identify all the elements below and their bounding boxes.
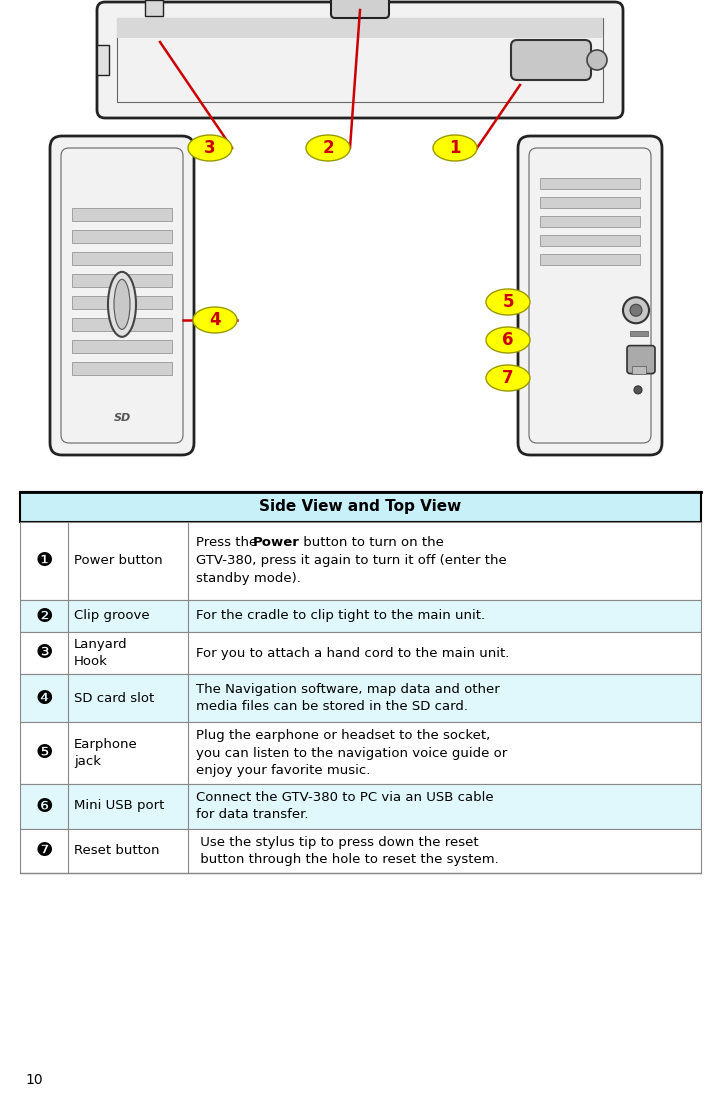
Text: Connect the GTV-380 to PC via an USB cable
for data transfer.: Connect the GTV-380 to PC via an USB cab… <box>196 791 494 821</box>
Bar <box>540 216 640 227</box>
Text: Side View and Top View: Side View and Top View <box>259 500 461 514</box>
Ellipse shape <box>114 279 130 329</box>
Bar <box>632 367 646 375</box>
FancyBboxPatch shape <box>511 40 591 80</box>
Text: 10: 10 <box>25 1073 43 1087</box>
Ellipse shape <box>486 365 530 391</box>
Text: button to turn on the: button to turn on the <box>299 536 444 548</box>
Bar <box>20 784 701 829</box>
Text: For you to attach a hand cord to the main unit.: For you to attach a hand cord to the mai… <box>196 646 509 659</box>
Bar <box>20 722 701 784</box>
Ellipse shape <box>188 135 232 161</box>
Bar <box>20 674 701 722</box>
Ellipse shape <box>486 289 530 315</box>
Ellipse shape <box>433 135 477 161</box>
Bar <box>72 230 172 243</box>
Text: For the cradle to clip tight to the main unit.: For the cradle to clip tight to the main… <box>196 609 485 623</box>
Text: Mini USB port: Mini USB port <box>74 800 164 812</box>
Ellipse shape <box>486 327 530 353</box>
Text: Lanyard
Hook: Lanyard Hook <box>74 638 128 668</box>
Bar <box>20 522 701 601</box>
Circle shape <box>587 50 607 70</box>
Bar <box>117 18 603 38</box>
Text: ❹: ❹ <box>35 688 53 708</box>
Text: standby mode).: standby mode). <box>196 572 301 585</box>
Text: The Navigation software, map data and other
media files can be stored in the SD : The Navigation software, map data and ot… <box>196 683 500 714</box>
Text: ❻: ❻ <box>35 797 53 815</box>
Bar <box>540 254 640 265</box>
Text: Earphone
jack: Earphone jack <box>74 738 138 768</box>
Bar <box>72 252 172 265</box>
Text: 5: 5 <box>503 293 514 311</box>
Text: ❶: ❶ <box>35 552 53 571</box>
FancyBboxPatch shape <box>97 2 623 117</box>
Bar <box>145 0 163 16</box>
Text: Power: Power <box>253 536 300 548</box>
Circle shape <box>634 386 642 394</box>
Ellipse shape <box>306 135 350 161</box>
Text: SD card slot: SD card slot <box>74 691 154 705</box>
Text: 6: 6 <box>503 331 514 349</box>
Bar <box>72 296 172 309</box>
Bar <box>72 208 172 220</box>
FancyBboxPatch shape <box>331 0 389 18</box>
Bar <box>20 829 701 873</box>
Bar <box>540 197 640 208</box>
Bar <box>20 492 701 522</box>
FancyBboxPatch shape <box>50 136 194 455</box>
Bar <box>97 45 109 75</box>
Circle shape <box>623 297 649 324</box>
Bar <box>117 18 603 102</box>
Text: Use the stylus tip to press down the reset
 button through the hole to reset the: Use the stylus tip to press down the res… <box>196 835 499 866</box>
Bar <box>72 340 172 353</box>
Bar <box>20 601 701 632</box>
Text: Plug the earphone or headset to the socket,
you can listen to the navigation voi: Plug the earphone or headset to the sock… <box>196 729 508 777</box>
Bar <box>540 178 640 189</box>
Bar <box>72 362 172 375</box>
Text: 7: 7 <box>503 369 514 387</box>
Text: SD: SD <box>113 413 131 423</box>
Text: ❼: ❼ <box>35 841 53 861</box>
Bar <box>72 318 172 331</box>
FancyBboxPatch shape <box>518 136 662 455</box>
Text: Press the: Press the <box>196 536 262 548</box>
Text: ❺: ❺ <box>35 743 53 762</box>
Text: ❷: ❷ <box>35 606 53 626</box>
Text: Clip groove: Clip groove <box>74 609 150 623</box>
Ellipse shape <box>108 271 136 337</box>
FancyBboxPatch shape <box>627 346 655 373</box>
Text: Power button: Power button <box>74 554 163 567</box>
Text: 3: 3 <box>204 138 216 157</box>
Bar <box>20 632 701 674</box>
Text: 1: 1 <box>449 138 461 157</box>
Circle shape <box>630 305 642 316</box>
Bar <box>72 274 172 287</box>
Text: 4: 4 <box>209 311 221 329</box>
Text: Reset button: Reset button <box>74 844 159 858</box>
Text: GTV-380, press it again to turn it off (enter the: GTV-380, press it again to turn it off (… <box>196 554 507 567</box>
Text: 2: 2 <box>322 138 334 157</box>
Ellipse shape <box>193 307 237 334</box>
Bar <box>630 331 648 336</box>
Bar <box>540 235 640 246</box>
Text: ❸: ❸ <box>35 644 53 663</box>
